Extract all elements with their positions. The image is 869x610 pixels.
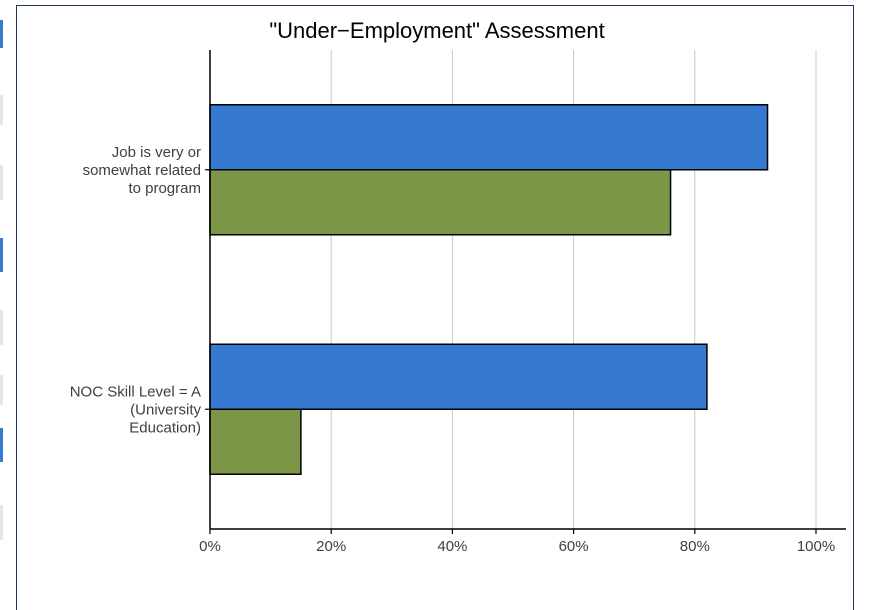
edge-accent-mark [0,20,3,48]
edge-divider [0,165,3,200]
x-tick-label: 0% [199,538,221,555]
x-tick-label: 60% [559,538,589,555]
y-tick-label: Job is very or [112,144,201,161]
y-tick-label: NOC Skill Level = A [70,383,201,400]
x-tick-label: 40% [437,538,467,555]
bar [209,408,302,475]
bars [209,104,769,475]
edge-accent-mark [0,238,3,272]
bar [209,169,672,236]
y-tick-label: Education) [129,419,201,436]
y-tick-label: to program [128,180,201,197]
edge-divider [0,375,3,405]
x-tick-label: 100% [797,538,835,555]
x-tick-label: 20% [316,538,346,555]
left-edge-strip [0,0,16,610]
edge-divider [0,95,3,125]
x-tick-label: 80% [680,538,710,555]
bar [209,343,708,410]
y-tick-label: (University [130,401,201,418]
edge-divider [0,505,3,540]
bar [209,104,769,171]
chart-title: "Under−Employment" Assessment [269,18,604,43]
edge-divider [0,310,3,345]
y-tick-label: somewhat related [83,162,201,179]
edge-accent-mark [0,428,3,462]
